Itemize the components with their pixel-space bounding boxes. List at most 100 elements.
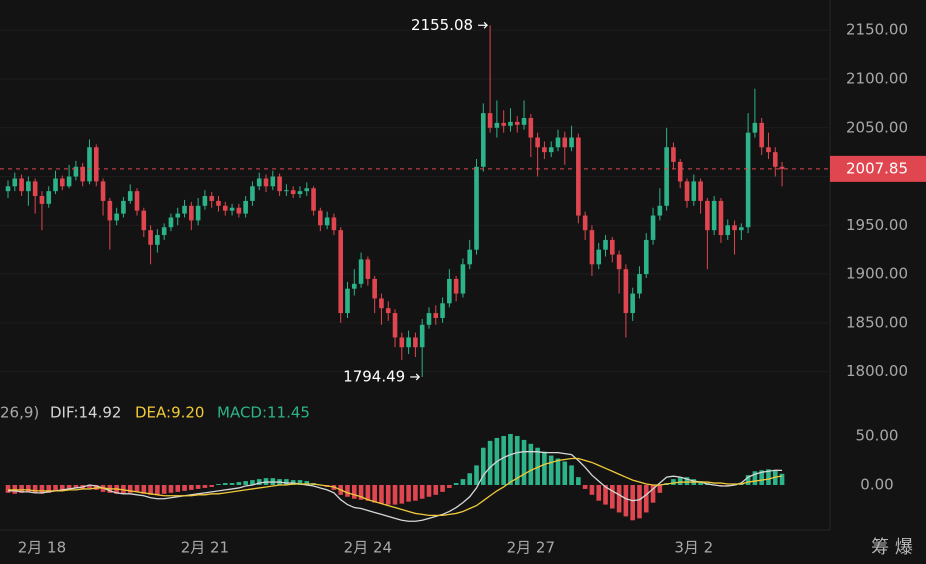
- corner-label[interactable]: 筹 爆: [871, 537, 913, 558]
- macd-bar: [406, 485, 411, 502]
- macd-bar: [671, 479, 676, 485]
- macd-bar: [209, 485, 214, 487]
- macd-bar: [684, 477, 690, 485]
- dif-legend: DIF:14.92: [50, 404, 121, 422]
- candle-body: [671, 147, 676, 162]
- candle-body: [643, 239, 649, 275]
- candle-body: [60, 178, 65, 187]
- candle-body: [66, 176, 72, 187]
- macd-bar: [481, 447, 486, 485]
- candle-body: [426, 313, 432, 325]
- candle-body: [26, 181, 31, 192]
- candle-body: [413, 337, 418, 348]
- macd-bar: [161, 485, 167, 494]
- candle-body: [623, 269, 629, 314]
- macd-bar: [616, 485, 622, 513]
- candle-body: [481, 113, 486, 167]
- y-tick-label: 2150.00: [846, 21, 908, 39]
- macd-legend: MACD:11.45: [217, 404, 310, 422]
- candle-body: [263, 178, 269, 187]
- candle-body: [365, 259, 371, 279]
- macd-bar: [182, 485, 187, 491]
- macd-bar: [603, 485, 608, 505]
- dea-legend: DEA:9.20: [135, 404, 204, 422]
- macd-bar: [345, 485, 350, 497]
- candle-body: [236, 207, 242, 214]
- candle-body: [759, 122, 764, 148]
- candle-body: [379, 298, 384, 309]
- candle-body: [555, 137, 561, 148]
- candle-body: [372, 278, 377, 299]
- candle-body: [474, 166, 479, 250]
- candle-body: [338, 230, 344, 314]
- macd-bar: [195, 485, 201, 489]
- candle-body: [107, 200, 113, 221]
- macd-bar: [358, 485, 364, 500]
- macd-bar: [32, 485, 38, 493]
- macd-bar: [39, 485, 45, 494]
- candle-body: [664, 147, 669, 206]
- candle-body: [711, 200, 717, 231]
- macd-bar: [141, 485, 147, 494]
- macd-bar: [508, 434, 513, 485]
- last-price-label: 2007.85: [846, 159, 908, 177]
- candle-body: [392, 313, 398, 338]
- macd-bar: [779, 473, 785, 485]
- macd-line: [8, 457, 783, 517]
- labels-layer: 1800.001850.001900.001950.002000.002050.…: [18, 16, 926, 557]
- candle-body: [501, 122, 506, 126]
- y-tick-label: 2050.00: [846, 118, 908, 136]
- macd-bar: [202, 485, 208, 488]
- candle-body: [399, 337, 405, 348]
- macd-bar: [426, 485, 432, 497]
- candle-body: [603, 239, 608, 250]
- candle-body: [216, 200, 221, 206]
- candle-body: [155, 235, 160, 245]
- y-tick-label: 50.00: [856, 426, 899, 444]
- candle-body: [311, 188, 316, 211]
- candle-body: [447, 278, 452, 304]
- candle-body: [582, 215, 588, 231]
- macd-bar: [236, 482, 242, 485]
- y-tick-label: 2100.00: [846, 70, 908, 88]
- candle-body: [73, 166, 79, 177]
- macd-bar: [243, 481, 248, 485]
- annotation-label: 2155.08: [411, 16, 473, 34]
- candle-body: [752, 122, 758, 133]
- candle-body: [277, 176, 282, 192]
- candle-body: [100, 181, 106, 201]
- macd-line: [8, 451, 783, 522]
- candle-body: [440, 303, 445, 318]
- macd-bar: [542, 451, 547, 485]
- macd-bar: [474, 465, 479, 485]
- macd-bar: [66, 485, 72, 489]
- candle-body: [494, 122, 500, 128]
- candle-body: [290, 190, 296, 195]
- candle-body: [569, 137, 574, 148]
- candle-body: [121, 200, 126, 214]
- macd-bar: [46, 485, 52, 493]
- macd-bar: [650, 485, 656, 503]
- macd-bar: [548, 455, 554, 485]
- candle-body: [596, 249, 602, 265]
- macd-bar: [610, 485, 615, 509]
- candle-body: [222, 205, 228, 211]
- candle-body: [80, 166, 85, 182]
- candle-body: [39, 196, 45, 204]
- macd-bar: [582, 485, 588, 489]
- macd-bar: [304, 481, 310, 485]
- macd-bar: [284, 479, 289, 485]
- candle-body: [385, 308, 391, 314]
- macd-bar: [372, 485, 377, 503]
- grid-layer: [0, 29, 830, 373]
- macd-bar: [87, 485, 92, 488]
- macd-bar: [250, 480, 255, 485]
- candle-body: [345, 288, 350, 314]
- candle-body: [589, 230, 595, 265]
- macd-bar: [351, 485, 357, 499]
- annotation-arrowhead: [483, 21, 488, 29]
- candle-body: [630, 293, 635, 314]
- macd-bar: [528, 443, 534, 485]
- annotation-label: 1794.49: [343, 367, 405, 385]
